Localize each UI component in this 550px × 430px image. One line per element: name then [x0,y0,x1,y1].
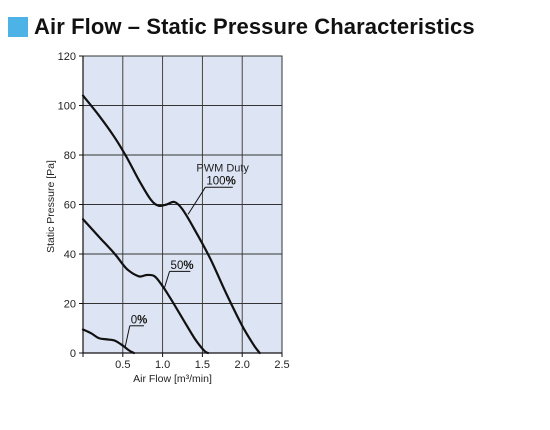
x-tick-label: 1.0 [155,359,170,371]
y-tick-label: 80 [64,150,76,162]
x-tick-label: 1.5 [195,359,210,371]
y-axis-label: Static Pressure [Pa] [45,160,57,253]
page-header: Air Flow – Static Pressure Characteristi… [8,14,475,40]
annotation-leader-100pct [187,186,206,215]
y-tick-label: 0 [70,348,76,360]
series-line-50pct [81,218,210,355]
series-line-100pct [81,94,261,355]
y-tick-label: 120 [58,51,76,63]
x-tick-label: 0.5 [115,359,130,371]
legend-heading: PWM Duty [196,163,249,175]
y-tick-label: 40 [64,249,76,261]
y-tick-label: 100 [58,101,76,113]
series-line-0pct [81,328,135,355]
x-tick-label: 2.0 [235,359,250,371]
annotation-label-0pct: 0% [131,314,148,326]
y-tick-label: 60 [64,200,76,212]
y-tick-label: 20 [64,299,76,311]
header-square-icon [8,17,28,37]
annotation-label-50pct: 50% [171,260,194,272]
annotation-leader-0pct [124,325,131,347]
annotation-leader-50pct [163,271,171,289]
page-title: Air Flow – Static Pressure Characteristi… [34,14,475,39]
x-tick-label: 2.5 [274,359,289,371]
x-axis-label: Air Flow [m³/min] [133,373,212,385]
annotation-label-100pct: 100% [206,176,235,188]
